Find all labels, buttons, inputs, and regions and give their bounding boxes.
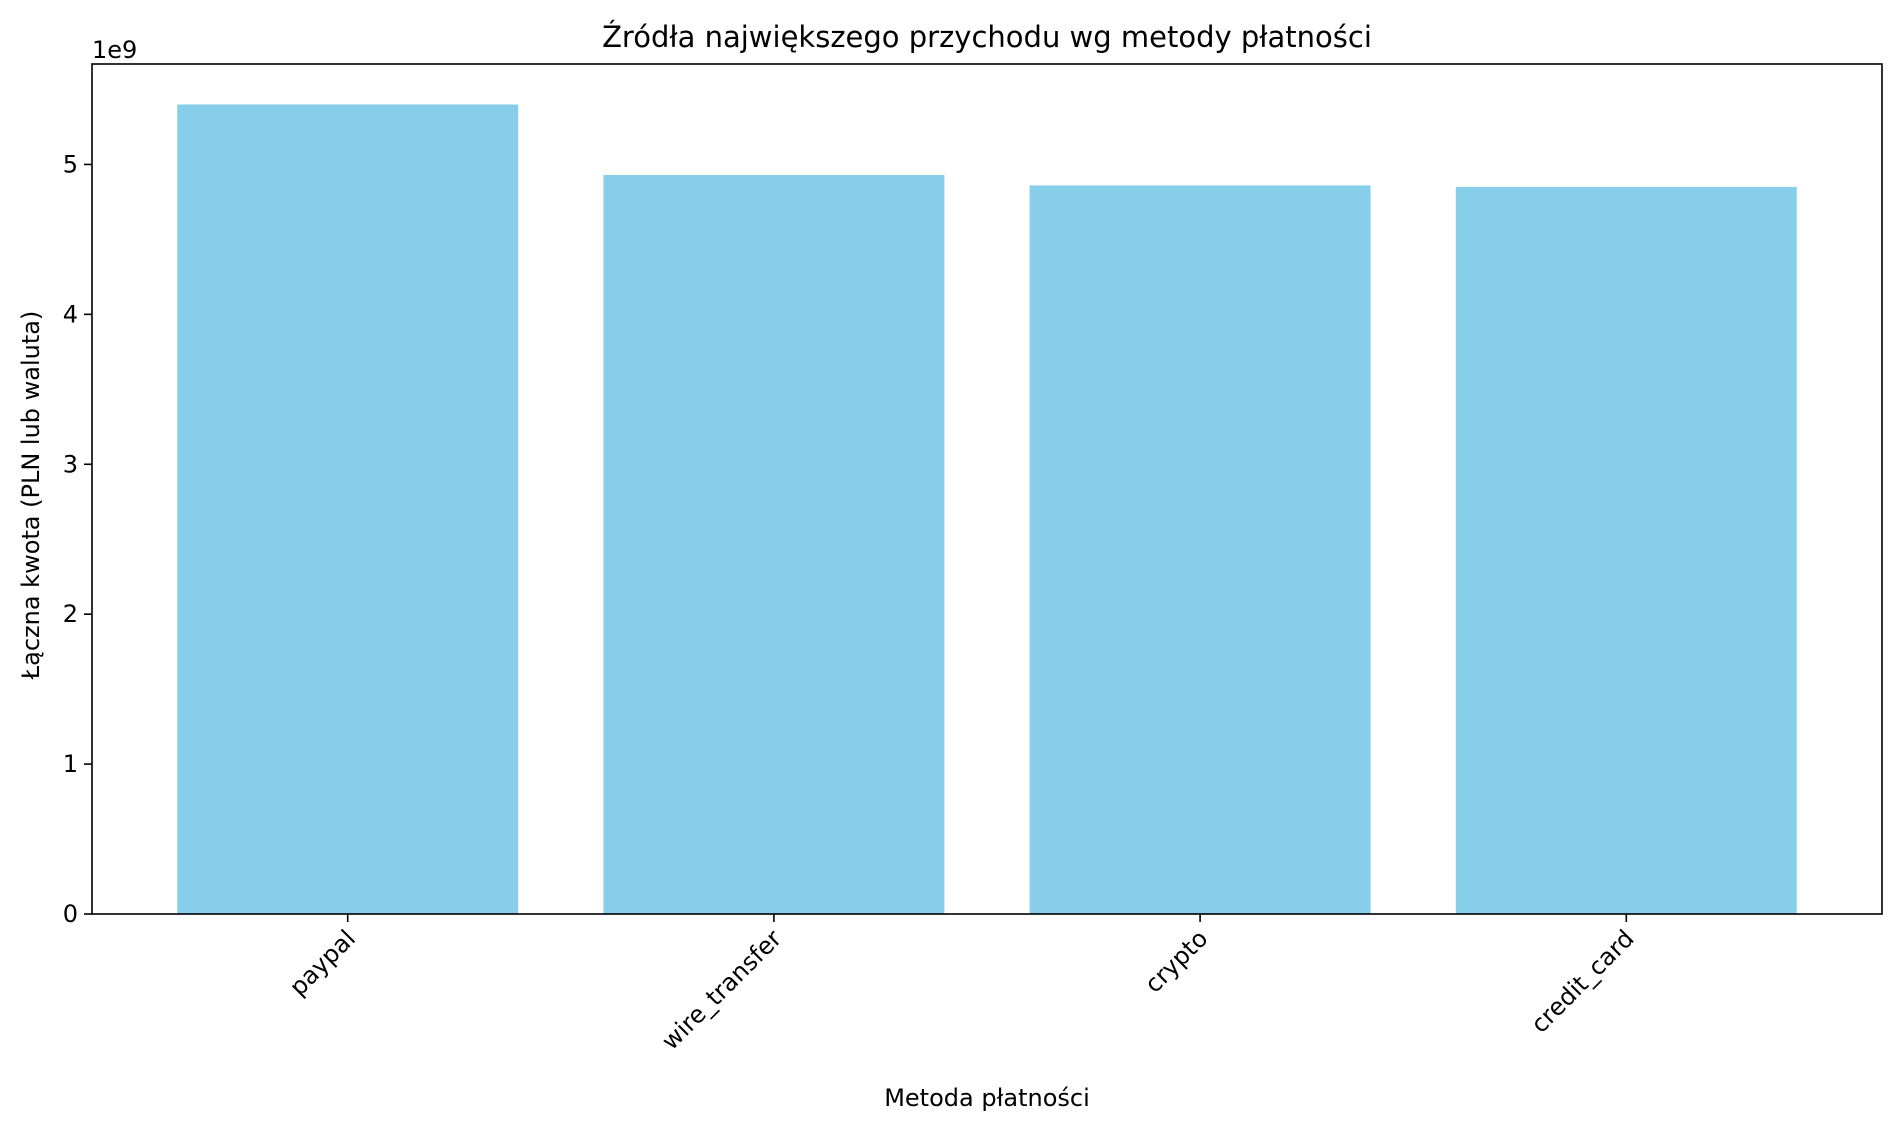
y-axis-label: Łączna kwota (PLN lub waluta) — [17, 311, 45, 681]
x-tick-label-wire_transfer: wire_transfer — [656, 924, 787, 1055]
y-tick-label: 3 — [63, 450, 78, 478]
y-axis-scale-label: 1e9 — [92, 36, 137, 64]
y-tick-label: 0 — [63, 900, 78, 928]
y-tick-label: 4 — [63, 300, 78, 328]
plot-frame — [91, 63, 1883, 915]
bars — [177, 104, 1797, 915]
axes — [91, 63, 1883, 915]
x-tick-label-credit_card: credit_card — [1526, 924, 1640, 1038]
chart-title: Źródła największego przychodu wg metody … — [602, 20, 1372, 54]
bar-credit_card — [1455, 186, 1797, 915]
x-tick-label-paypal: paypal — [284, 924, 361, 1001]
bar-wire_transfer — [603, 174, 945, 914]
bar-crypto — [1029, 185, 1371, 914]
y-tick-label: 1 — [63, 750, 78, 778]
x-axis-label: Metoda płatności — [884, 1084, 1090, 1112]
y-tick-label: 5 — [63, 150, 78, 178]
bar-paypal — [177, 104, 519, 914]
x-tick-label-crypto: crypto — [1139, 924, 1213, 998]
y-tick-label: 2 — [63, 600, 78, 628]
